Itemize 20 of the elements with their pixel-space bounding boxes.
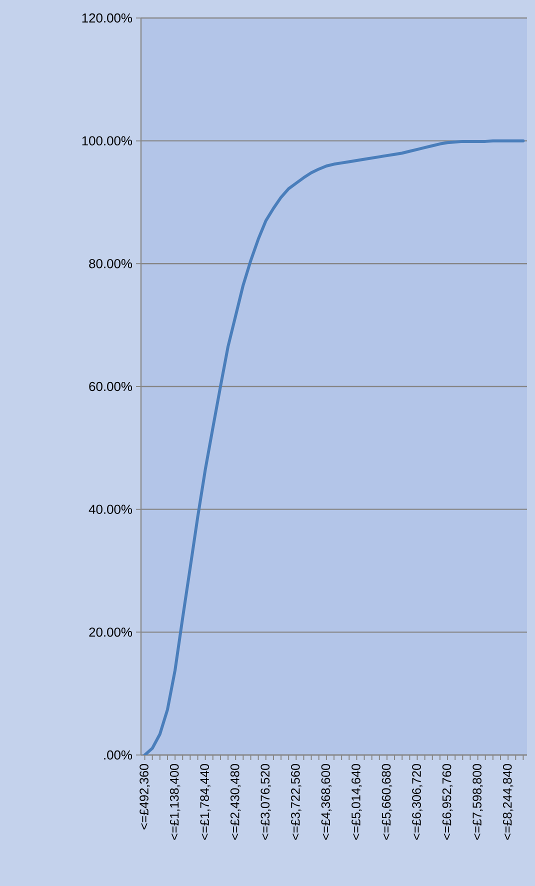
y-tick-label: 40.00% xyxy=(88,504,132,514)
x-tick-label: <=£2,430,480 xyxy=(230,764,241,840)
x-tick-label: <=£7,598,800 xyxy=(472,764,483,840)
x-tick-label: <=£6,306,720 xyxy=(412,764,422,840)
x-tick-label: <=£3,076,520 xyxy=(260,764,272,840)
x-tick-label: <=£6,952,760 xyxy=(442,764,453,840)
y-tick-label: .00% xyxy=(104,750,132,760)
x-tick-label: <=£5,660,680 xyxy=(382,764,392,840)
y-tick-label: 80.00% xyxy=(89,259,132,268)
x-tick-label: <=£5,014,640 xyxy=(352,764,362,840)
x-tick-label: <=£1,784,440 xyxy=(200,764,210,840)
y-tick-label: 60.00% xyxy=(89,382,132,392)
y-tick-label: 20.00% xyxy=(89,628,132,637)
x-tick-label: <=£1,138,400 xyxy=(170,764,180,840)
x-tick-label: <=£3,722,560 xyxy=(291,764,302,840)
x-tick-label: <=£8,244,840 xyxy=(502,764,514,840)
x-tick-label: <=£4,368,600 xyxy=(321,764,332,840)
y-tick-label: 120.00% xyxy=(82,13,132,23)
x-tick-label: <=£492,360 xyxy=(140,764,150,830)
y-tick-label: 100.00% xyxy=(82,136,132,146)
